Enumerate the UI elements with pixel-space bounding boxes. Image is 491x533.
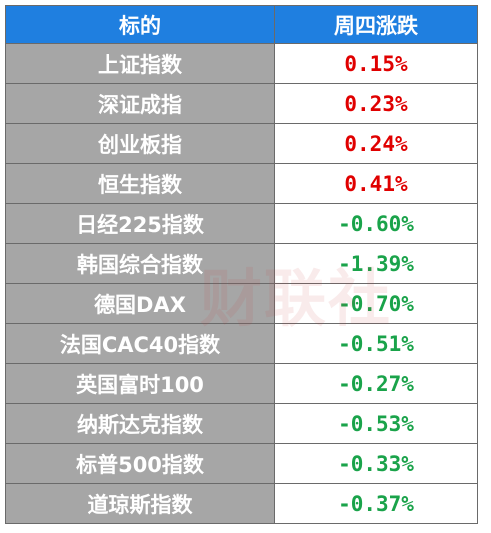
index-change: 0.15% [274, 43, 478, 84]
table-row: 纳斯达克指数 -0.53% [5, 403, 478, 444]
index-name: 法国CAC40指数 [5, 323, 275, 364]
index-change: 0.24% [274, 123, 478, 164]
header-change: 周四涨跌 [274, 5, 478, 44]
index-name: 创业板指 [5, 123, 275, 164]
index-name: 纳斯达克指数 [5, 403, 275, 444]
table-row: 德国DAX -0.70% [5, 283, 478, 324]
header-name: 标的 [5, 5, 275, 44]
table-row: 创业板指 0.24% [5, 123, 478, 164]
table-row: 韩国综合指数 -1.39% [5, 243, 478, 284]
index-name: 上证指数 [5, 43, 275, 84]
index-change: -0.53% [274, 403, 478, 444]
table-row: 标普500指数 -0.33% [5, 443, 478, 484]
header-row: 标的 周四涨跌 [5, 5, 478, 44]
table-row: 恒生指数 0.41% [5, 163, 478, 204]
index-name: 标普500指数 [5, 443, 275, 484]
table-row: 法国CAC40指数 -0.51% [5, 323, 478, 364]
table-row: 英国富时100 -0.27% [5, 363, 478, 404]
index-name: 深证成指 [5, 83, 275, 124]
index-name: 德国DAX [5, 283, 275, 324]
index-change: -0.37% [274, 483, 478, 524]
table-row: 道琼斯指数 -0.37% [5, 483, 478, 524]
index-change: -1.39% [274, 243, 478, 284]
table-row: 深证成指 0.23% [5, 83, 478, 124]
table-row: 上证指数 0.15% [5, 43, 478, 84]
index-change: -0.60% [274, 203, 478, 244]
index-change: -0.51% [274, 323, 478, 364]
index-change: -0.33% [274, 443, 478, 484]
index-change: 0.41% [274, 163, 478, 204]
index-change: -0.27% [274, 363, 478, 404]
index-name: 韩国综合指数 [5, 243, 275, 284]
index-name: 道琼斯指数 [5, 483, 275, 524]
table-row: 日经225指数 -0.60% [5, 203, 478, 244]
index-change-table: 标的 周四涨跌 上证指数 0.15% 深证成指 0.23% 创业板指 0.24%… [5, 5, 478, 524]
index-change: 0.23% [274, 83, 478, 124]
index-name: 英国富时100 [5, 363, 275, 404]
index-name: 恒生指数 [5, 163, 275, 204]
index-name: 日经225指数 [5, 203, 275, 244]
index-change: -0.70% [274, 283, 478, 324]
